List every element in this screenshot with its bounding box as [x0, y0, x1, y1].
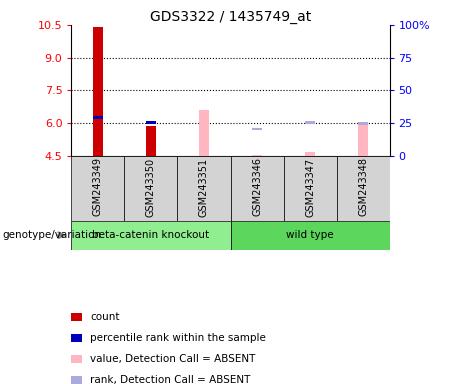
- Text: value, Detection Call = ABSENT: value, Detection Call = ABSENT: [90, 354, 255, 364]
- Bar: [71, 221, 230, 250]
- Bar: [305, 121, 315, 124]
- Bar: [93, 116, 103, 119]
- Text: GSM243346: GSM243346: [252, 157, 262, 217]
- Text: GSM243350: GSM243350: [146, 157, 156, 217]
- Bar: [358, 125, 368, 156]
- Bar: [124, 156, 177, 221]
- Bar: [252, 155, 262, 156]
- Bar: [305, 152, 315, 156]
- Bar: [71, 355, 82, 363]
- Bar: [230, 221, 390, 250]
- Bar: [177, 156, 230, 221]
- Text: genotype/variation: genotype/variation: [2, 230, 101, 240]
- Text: GSM243351: GSM243351: [199, 157, 209, 217]
- Text: wild type: wild type: [286, 230, 334, 240]
- Bar: [199, 110, 209, 156]
- Bar: [252, 127, 262, 131]
- Text: GDS3322 / 1435749_at: GDS3322 / 1435749_at: [150, 10, 311, 23]
- Bar: [284, 156, 337, 221]
- Bar: [71, 313, 82, 321]
- Bar: [71, 376, 82, 384]
- Bar: [71, 156, 124, 221]
- Text: percentile rank within the sample: percentile rank within the sample: [90, 333, 266, 343]
- Text: GSM243349: GSM243349: [93, 157, 103, 217]
- Bar: [230, 156, 284, 221]
- Bar: [146, 121, 156, 124]
- Bar: [146, 126, 156, 156]
- Bar: [358, 122, 368, 125]
- Text: GSM243348: GSM243348: [358, 157, 368, 217]
- Text: rank, Detection Call = ABSENT: rank, Detection Call = ABSENT: [90, 375, 250, 384]
- Text: beta-catenin knockout: beta-catenin knockout: [92, 230, 210, 240]
- Text: GSM243347: GSM243347: [305, 157, 315, 217]
- Bar: [71, 334, 82, 342]
- Bar: [93, 27, 103, 156]
- Text: count: count: [90, 312, 119, 322]
- Bar: [337, 156, 390, 221]
